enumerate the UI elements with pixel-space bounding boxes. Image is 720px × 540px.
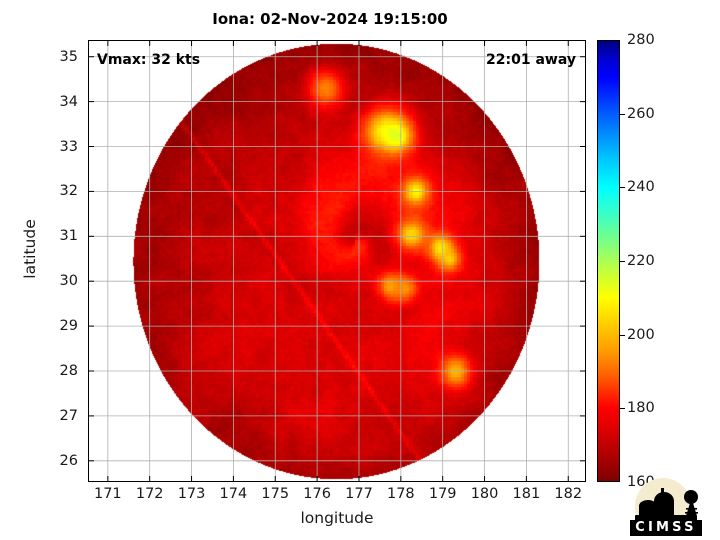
cimss-logo-text: CIMSS: [635, 520, 696, 535]
x-tick-label: 173: [177, 486, 206, 502]
y-tick-label: 35: [59, 48, 78, 65]
colorbar-tick: [620, 408, 625, 410]
x-tick-label: 172: [135, 486, 164, 502]
vmax-annotation: Vmax: 32 kts: [97, 52, 201, 68]
colorbar-tick-label: 200: [627, 326, 655, 343]
y-tick-label: 30: [59, 273, 78, 290]
x-tick-label: 180: [470, 486, 499, 502]
x-axis-label: longitude: [300, 509, 374, 527]
x-tick-label: 175: [261, 486, 290, 502]
x-tick-label: 176: [303, 486, 331, 502]
x-tick-label: 179: [428, 486, 457, 502]
page-title: Iona: 02-Nov-2024 19:15:00: [212, 10, 448, 28]
satellite-image-canvas: [89, 41, 585, 481]
y-tick-label: 32: [59, 183, 78, 200]
y-tick-label: 33: [59, 138, 78, 155]
x-tick-label: 171: [93, 486, 122, 502]
colorbar-tick-label: 260: [627, 105, 655, 122]
colorbar-tick: [620, 261, 625, 262]
x-tick-label: 178: [386, 486, 415, 502]
colorbar-tick: [620, 334, 625, 336]
colorbar-tick-label: 240: [627, 179, 655, 196]
colorbar-tick-label: 220: [627, 253, 655, 269]
colorbar-tick-label: 280: [627, 32, 655, 48]
time-away-annotation: 22:01 away: [486, 52, 576, 68]
y-axis-label: latitude: [21, 219, 39, 279]
y-tick-label: 27: [59, 407, 78, 424]
y-tick-label: 34: [59, 93, 78, 110]
colorbar-tick-label: 180: [627, 400, 655, 417]
x-tick-label: 181: [512, 486, 541, 502]
colorbar-tick: [620, 187, 625, 189]
y-tick-label: 29: [59, 318, 78, 335]
colorbar-tick: [620, 113, 625, 115]
x-tick-label: 174: [219, 486, 248, 502]
colorbar[interactable]: [597, 40, 620, 482]
x-tick-label: 177: [345, 486, 373, 502]
y-tick-label: 31: [59, 228, 78, 245]
y-tick-label: 26: [59, 452, 78, 469]
y-tick-label: 28: [59, 363, 78, 379]
plot-area[interactable]: Vmax: 32 kts 22:01 away: [88, 40, 586, 482]
cimss-logo: CIMSS: [630, 478, 702, 536]
x-tick-label: 182: [554, 486, 583, 502]
